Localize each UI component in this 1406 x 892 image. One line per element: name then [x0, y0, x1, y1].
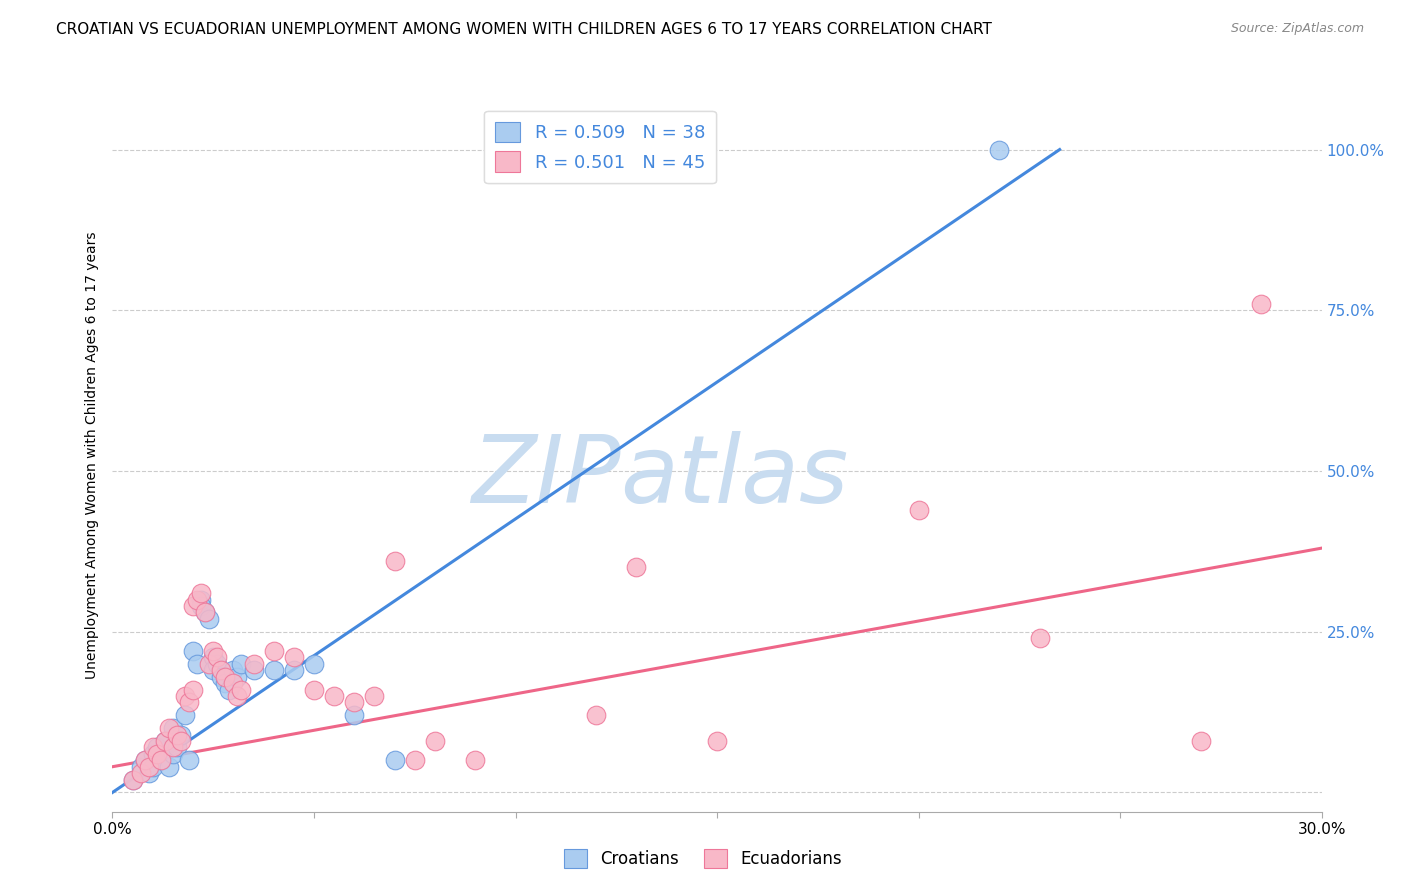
Point	[157, 760, 180, 774]
Point	[214, 670, 236, 684]
Point	[404, 753, 426, 767]
Point	[302, 682, 325, 697]
Point	[162, 721, 184, 735]
Point	[343, 695, 366, 709]
Point	[174, 708, 197, 723]
Point	[157, 721, 180, 735]
Point	[231, 682, 253, 697]
Point	[1250, 297, 1272, 311]
Point	[153, 734, 176, 748]
Point	[146, 747, 169, 761]
Point	[384, 554, 406, 568]
Point	[1028, 631, 1050, 645]
Point	[283, 663, 305, 677]
Text: Source: ZipAtlas.com: Source: ZipAtlas.com	[1230, 22, 1364, 36]
Point	[170, 728, 193, 742]
Text: atlas: atlas	[620, 431, 849, 522]
Point	[198, 657, 221, 671]
Point	[162, 747, 184, 761]
Point	[194, 606, 217, 620]
Point	[174, 689, 197, 703]
Point	[138, 760, 160, 774]
Legend: Croatians, Ecuadorians: Croatians, Ecuadorians	[557, 842, 849, 875]
Point	[202, 644, 225, 658]
Point	[194, 606, 217, 620]
Point	[207, 650, 229, 665]
Point	[181, 682, 204, 697]
Point	[242, 657, 264, 671]
Point	[222, 676, 245, 690]
Point	[121, 772, 143, 787]
Point	[149, 753, 172, 767]
Point	[214, 676, 236, 690]
Point	[226, 689, 249, 703]
Point	[343, 708, 366, 723]
Point	[129, 760, 152, 774]
Point	[134, 753, 156, 767]
Point	[138, 766, 160, 780]
Point	[242, 663, 264, 677]
Point	[464, 753, 486, 767]
Point	[384, 753, 406, 767]
Point	[585, 708, 607, 723]
Point	[263, 663, 285, 677]
Point	[907, 502, 929, 516]
Point	[190, 592, 212, 607]
Point	[129, 766, 152, 780]
Point	[166, 740, 188, 755]
Point	[202, 663, 225, 677]
Point	[207, 657, 229, 671]
Point	[706, 734, 728, 748]
Point	[302, 657, 325, 671]
Point	[209, 663, 232, 677]
Point	[190, 599, 212, 613]
Point	[121, 772, 143, 787]
Point	[146, 740, 169, 755]
Point	[323, 689, 346, 703]
Point	[181, 599, 204, 613]
Point	[177, 753, 200, 767]
Point	[209, 670, 232, 684]
Point	[263, 644, 285, 658]
Point	[170, 734, 193, 748]
Point	[190, 586, 212, 600]
Point	[218, 682, 240, 697]
Point	[153, 734, 176, 748]
Point	[626, 560, 648, 574]
Point	[988, 143, 1011, 157]
Point	[142, 740, 165, 755]
Point	[149, 753, 172, 767]
Point	[363, 689, 385, 703]
Point	[198, 612, 221, 626]
Y-axis label: Unemployment Among Women with Children Ages 6 to 17 years: Unemployment Among Women with Children A…	[86, 231, 100, 679]
Text: CROATIAN VS ECUADORIAN UNEMPLOYMENT AMONG WOMEN WITH CHILDREN AGES 6 TO 17 YEARS: CROATIAN VS ECUADORIAN UNEMPLOYMENT AMON…	[56, 22, 993, 37]
Point	[142, 760, 165, 774]
Point	[231, 657, 253, 671]
Point	[181, 644, 204, 658]
Text: ZIP: ZIP	[471, 431, 620, 522]
Point	[222, 663, 245, 677]
Point	[162, 740, 184, 755]
Point	[283, 650, 305, 665]
Point	[226, 670, 249, 684]
Point	[1189, 734, 1212, 748]
Point	[186, 657, 208, 671]
Point	[186, 592, 208, 607]
Point	[423, 734, 446, 748]
Point	[177, 695, 200, 709]
Point	[142, 747, 165, 761]
Legend: R = 0.509   N = 38, R = 0.501   N = 45: R = 0.509 N = 38, R = 0.501 N = 45	[484, 111, 716, 183]
Point	[202, 650, 225, 665]
Point	[166, 728, 188, 742]
Point	[134, 753, 156, 767]
